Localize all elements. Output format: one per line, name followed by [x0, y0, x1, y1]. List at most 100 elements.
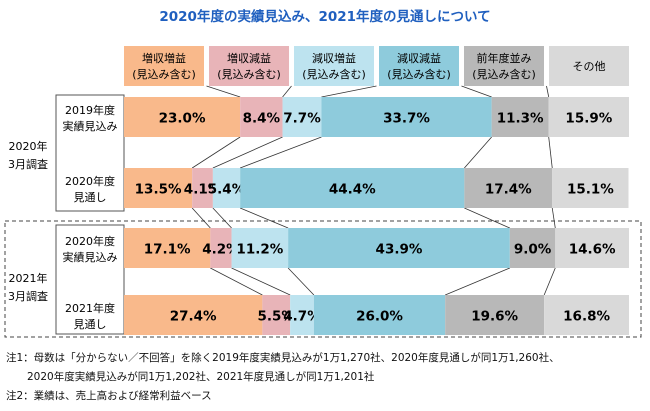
legend-label: 増収減益 — [227, 51, 271, 65]
bar-segment — [240, 97, 283, 137]
data-label: 7.7% — [283, 111, 321, 127]
connector-line — [464, 207, 510, 229]
category-label: 2021年度 — [65, 301, 115, 315]
connector-line — [239, 207, 289, 229]
footnote-1: 注1：母数は「分からない／不回答」を除く2019年度実績見込みが1万1,270社… — [6, 352, 560, 364]
legend-swatch — [549, 46, 629, 86]
connector-line — [206, 85, 241, 98]
connector-line — [287, 267, 315, 296]
data-label: 17.4% — [485, 182, 532, 198]
category-label: 見通し — [74, 318, 107, 331]
legend-swatch — [209, 46, 289, 86]
bar-segment — [124, 97, 241, 137]
bar-segment — [464, 168, 553, 208]
connector-line — [212, 207, 232, 229]
data-label: 23.0% — [159, 111, 206, 127]
bar-segment — [124, 168, 193, 208]
footnote-2: 注2：業績は、売上高および経常利益ベース — [6, 390, 212, 402]
connector-line — [548, 136, 553, 169]
connector-line — [551, 207, 556, 229]
data-label: 11.3% — [497, 111, 544, 127]
bar-segment — [491, 97, 549, 137]
connector-line — [191, 136, 241, 169]
bar-segment — [544, 295, 629, 335]
bar-segment — [282, 97, 322, 137]
footnotes: 注1：母数は「分からない／不回答」を除く2019年度実績見込みが1万1,270社… — [6, 349, 560, 406]
category-label: 実績見込み — [63, 119, 118, 133]
bar-segment — [262, 295, 291, 335]
bar-segment — [231, 228, 289, 268]
legend-label: 減収増益 — [312, 51, 356, 65]
bar-segment — [240, 168, 465, 208]
bar-segment — [548, 97, 629, 137]
data-label: 17.1% — [144, 242, 191, 258]
group-label: 2020年 — [9, 139, 48, 153]
chart-title: 2020年度の実績見込み、2021年度の見通しについて — [159, 9, 491, 25]
data-label: 19.6% — [471, 309, 518, 325]
category-label: 2020年度 — [65, 234, 115, 248]
bar-segment — [124, 228, 211, 268]
legend-label: 前年度並み — [477, 51, 532, 65]
connector-line — [210, 267, 263, 296]
data-label: 15.9% — [565, 111, 612, 127]
data-label: 44.4% — [329, 182, 376, 198]
data-label: 11.2% — [236, 242, 283, 258]
group-frame-2020 — [55, 94, 125, 212]
data-label: 16.8% — [563, 309, 610, 325]
data-label: 4.1% — [184, 182, 222, 198]
connector-line — [231, 267, 291, 296]
connector-line — [543, 267, 556, 296]
connector-line — [546, 85, 550, 98]
group-label: 3月調査 — [8, 157, 48, 171]
bar-segment — [313, 295, 446, 335]
footnote-1-continued: 2020年度実績見込みが同1万1,202社、2021年度見通しが同1万1,201… — [6, 371, 375, 383]
category-label: 2020年度 — [65, 174, 115, 188]
connector-line — [240, 136, 322, 169]
legend-label: (見込み含む) — [132, 67, 196, 81]
bar-segment — [509, 228, 556, 268]
bar-segment — [212, 168, 241, 208]
bar-segment — [192, 168, 213, 208]
legend-label: 増収増益 — [142, 51, 186, 65]
data-label: 5.4% — [208, 182, 246, 198]
legend-label: (見込み含む) — [302, 67, 366, 81]
data-label: 5.5% — [258, 309, 296, 325]
legend-label: (見込み含む) — [472, 67, 536, 81]
legend-label: 減収減益 — [397, 51, 441, 65]
data-label: 8.4% — [243, 111, 281, 127]
connector-line — [445, 267, 510, 296]
category-label: 実績見込み — [63, 250, 118, 264]
category-label: 見通し — [74, 191, 107, 204]
legend-label: (見込み含む) — [387, 67, 451, 81]
data-label: 43.9% — [376, 242, 423, 258]
category-label: 2019年度 — [65, 103, 115, 117]
legend-swatch — [124, 46, 204, 86]
connector-line — [461, 85, 492, 98]
data-label: 33.7% — [383, 111, 430, 127]
data-label: 14.6% — [569, 242, 616, 258]
group-frame-2021-labels — [55, 224, 125, 335]
bar-segment — [321, 97, 492, 137]
bar-segment — [552, 168, 629, 208]
data-label: 13.5% — [135, 182, 182, 198]
data-label: 4.2% — [202, 242, 240, 258]
legend-swatch — [294, 46, 374, 86]
group-frame-2021 — [4, 220, 642, 338]
group-label: 2021年 — [9, 271, 48, 285]
bar-segment — [290, 295, 314, 335]
bar-segment — [445, 295, 545, 335]
bar-segment — [555, 228, 629, 268]
data-label: 26.0% — [356, 309, 403, 325]
connector-line — [464, 136, 492, 169]
bar-segment — [210, 228, 232, 268]
bar-segment — [124, 295, 263, 335]
data-label: 4.7% — [283, 309, 321, 325]
connector-line — [191, 207, 211, 229]
legend-swatch — [464, 46, 544, 86]
bar-segment — [288, 228, 510, 268]
data-label: 15.1% — [567, 182, 614, 198]
data-label: 9.0% — [514, 242, 552, 258]
connector-line — [282, 85, 292, 98]
legend-label: その他 — [573, 60, 606, 73]
